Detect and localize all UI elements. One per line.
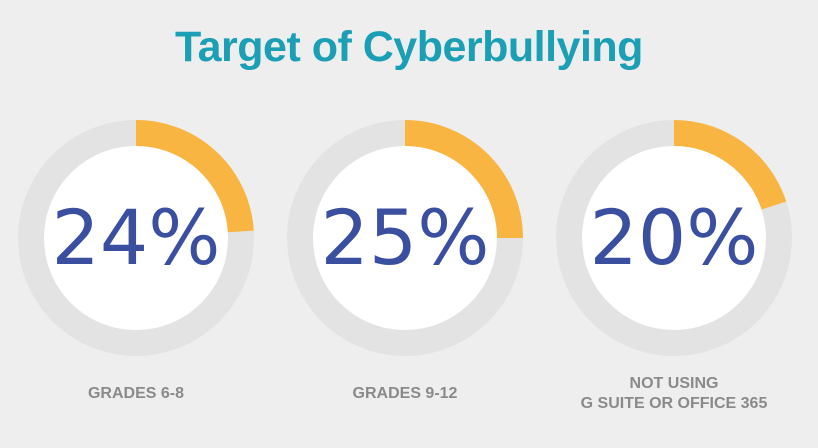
donut-inner-circle [44, 146, 228, 330]
chart-title: Target of Cyberbullying [175, 23, 643, 71]
donut-value-arc [674, 120, 787, 210]
category-label: NOT USING G SUITE OR OFFICE 365 [580, 375, 768, 412]
category-label: GRADES 9-12 [352, 385, 458, 402]
donut-chart-2: 25% [287, 120, 523, 356]
donut-value-arc [136, 120, 254, 233]
donut-inner-circle [313, 146, 497, 330]
percent-label: 24% [52, 193, 221, 282]
percent-label: 20% [590, 193, 759, 282]
percent-label: 25% [321, 193, 490, 282]
donut-value-arc [405, 120, 523, 238]
donut-chart-3: 20% [556, 120, 792, 356]
category-label: GRADES 6-8 [87, 385, 185, 402]
donut-inner-circle [582, 146, 766, 330]
donut-chart-1: 24% [18, 120, 254, 356]
